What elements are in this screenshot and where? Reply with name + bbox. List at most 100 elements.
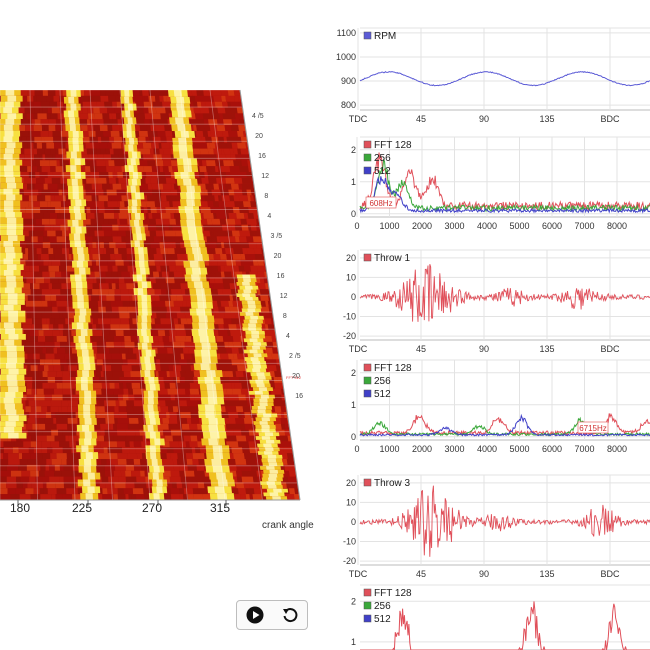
legend-swatch — [363, 153, 372, 162]
surface-depth-tick-label: 16 — [295, 393, 303, 400]
legend-label: 512 — [374, 389, 391, 400]
x-tick-label: 45 — [416, 114, 426, 124]
y-tick-label: 1 — [351, 400, 356, 410]
surface-grid-line — [119, 89, 151, 501]
surface-small-label: FFT 512 — [286, 375, 302, 380]
surface-depth-tick-label: 3 /5 — [271, 233, 283, 240]
legend-swatch — [363, 363, 372, 372]
surface-grid-line — [209, 89, 263, 501]
legend-swatch — [363, 31, 372, 40]
waterfall-surface-canvas[interactable]: 180 225 270 315 crank angle 4 /5 20 16 12 8 4 3 /5 2… — [0, 0, 330, 650]
legend-swatch — [363, 140, 372, 149]
legend-label: 256 — [374, 153, 391, 164]
x-tick-label: BDC — [600, 114, 620, 124]
y-tick-label: 20 — [346, 478, 356, 488]
surface-depth-tick-label: 4 — [286, 333, 290, 340]
legend-label: FFT 128 — [374, 588, 412, 599]
y-tick-label: 2 — [351, 368, 356, 378]
legend-label: FFT 128 — [374, 363, 412, 374]
series-line-256 — [359, 158, 650, 213]
legend-label: FFT 128 — [374, 140, 412, 151]
reset-button[interactable] — [277, 603, 303, 627]
surface-grid-line — [89, 89, 113, 501]
surface-ridge — [236, 274, 289, 500]
annotation-box — [365, 196, 397, 209]
legend-swatch — [363, 166, 372, 175]
x-tick-label: 3000 — [444, 221, 464, 231]
legend-swatch — [363, 478, 372, 487]
waterfall-surface-plot[interactable]: 180 225 270 315 crank angle 4 /5 20 16 12 8 4 3 /5 2… — [0, 0, 330, 650]
y-tick-label: 800 — [341, 100, 356, 110]
legend-label: Throw 3 — [374, 478, 411, 489]
surface-depth-tick-label: 2 /5 — [289, 353, 301, 360]
series-line-throw-3 — [359, 485, 650, 557]
legend-swatch — [363, 253, 372, 262]
x-tick-label: 6000 — [542, 444, 562, 454]
x-tick-label: 8000 — [607, 444, 627, 454]
legend-swatch — [363, 389, 372, 398]
x-tick-label: 4000 — [477, 221, 497, 231]
reset-icon — [282, 608, 297, 623]
legend-label: 256 — [374, 601, 391, 612]
x-tick-label: TDC — [349, 344, 368, 354]
y-tick-label: 0 — [351, 517, 356, 527]
annotation-label: 6715Hz — [579, 424, 607, 433]
chart-fft1: 2 1 0 0 1000 2000 3000 4000 5000 6000 7000 8000 FFT … — [351, 136, 650, 231]
x-tick-label: BDC — [600, 569, 620, 579]
y-tick-label: 900 — [341, 76, 356, 86]
legend-label: RPM — [374, 31, 396, 42]
surface-grid-line — [149, 89, 188, 501]
y-tick-label: 1000 — [336, 52, 356, 62]
surface-ridge — [120, 90, 168, 500]
surface-depth-tick-label: 4 /5 — [252, 113, 264, 120]
x-tick-label: 1000 — [379, 221, 399, 231]
surface-depth-tick-label: 20 — [292, 373, 300, 380]
y-tick-label: 0 — [351, 432, 356, 442]
x-tick-label: 90 — [479, 344, 489, 354]
x-tick-label: 0 — [354, 444, 359, 454]
series-line-512 — [359, 413, 650, 437]
surface-depth-tick-label: 12 — [280, 293, 288, 300]
x-tick-label: 4000 — [477, 444, 497, 454]
surface-depth-tick-label: 4 — [267, 213, 271, 220]
y-tick-label: 0 — [351, 209, 356, 219]
surface-ridge — [0, 90, 27, 439]
y-tick-label: 1 — [351, 637, 356, 647]
legend-label: Throw 1 — [374, 253, 411, 264]
y-tick-label: 2 — [351, 145, 356, 155]
x-tick-label: 135 — [539, 114, 554, 124]
chart-fft3: 2 1 FFT 128 256 512 — [351, 584, 650, 650]
legend-swatch — [363, 614, 372, 623]
legend-swatch — [363, 601, 372, 610]
chart-throw1: 20 10 0 -10 -20 TDC 45 90 135 BDC Throw 1 — [343, 249, 650, 354]
x-tick-label: 2000 — [412, 221, 432, 231]
chart-rpm: 1100 1000 900 800 TDC 45 90 135 BDC RPM — [336, 27, 650, 124]
surface-grid-line — [29, 89, 38, 501]
y-tick-label: 0 — [351, 292, 356, 302]
x-tick-label: 6000 — [542, 221, 562, 231]
series-line-throw-1 — [359, 264, 650, 322]
chart-throw3: 20 10 0 -10 -20 TDC 45 90 135 BDC Throw 3 — [343, 474, 650, 579]
y-tick-label: 2 — [351, 596, 356, 606]
surface-x-tick-label: 180 — [10, 501, 30, 515]
x-tick-label: BDC — [600, 344, 620, 354]
surface-grid-line — [179, 89, 226, 501]
surface-x-axis-label: crank angle — [262, 520, 314, 531]
legend-swatch — [363, 376, 372, 385]
y-tick-label: 10 — [346, 497, 356, 507]
y-tick-label: -20 — [343, 331, 356, 341]
annotation-box — [577, 421, 609, 434]
surface-depth-tick-label: 16 — [258, 153, 266, 160]
surface-ridge — [167, 90, 236, 500]
surface-depth-tick-label: 12 — [261, 173, 269, 180]
x-tick-label: TDC — [349, 114, 368, 124]
y-tick-label: 1 — [351, 177, 356, 187]
x-tick-label: 1000 — [379, 444, 399, 454]
chart-panels: 1100 1000 900 800 TDC 45 90 135 BDC RPM 2 1 0 0 1000 20… — [330, 0, 650, 650]
surface-depth-tick-label: 20 — [255, 133, 263, 140]
series-line-fft-128 — [359, 152, 650, 212]
surface-depth-tick-label: 16 — [277, 273, 285, 280]
x-tick-label: 135 — [539, 344, 554, 354]
play-button[interactable] — [242, 603, 268, 627]
